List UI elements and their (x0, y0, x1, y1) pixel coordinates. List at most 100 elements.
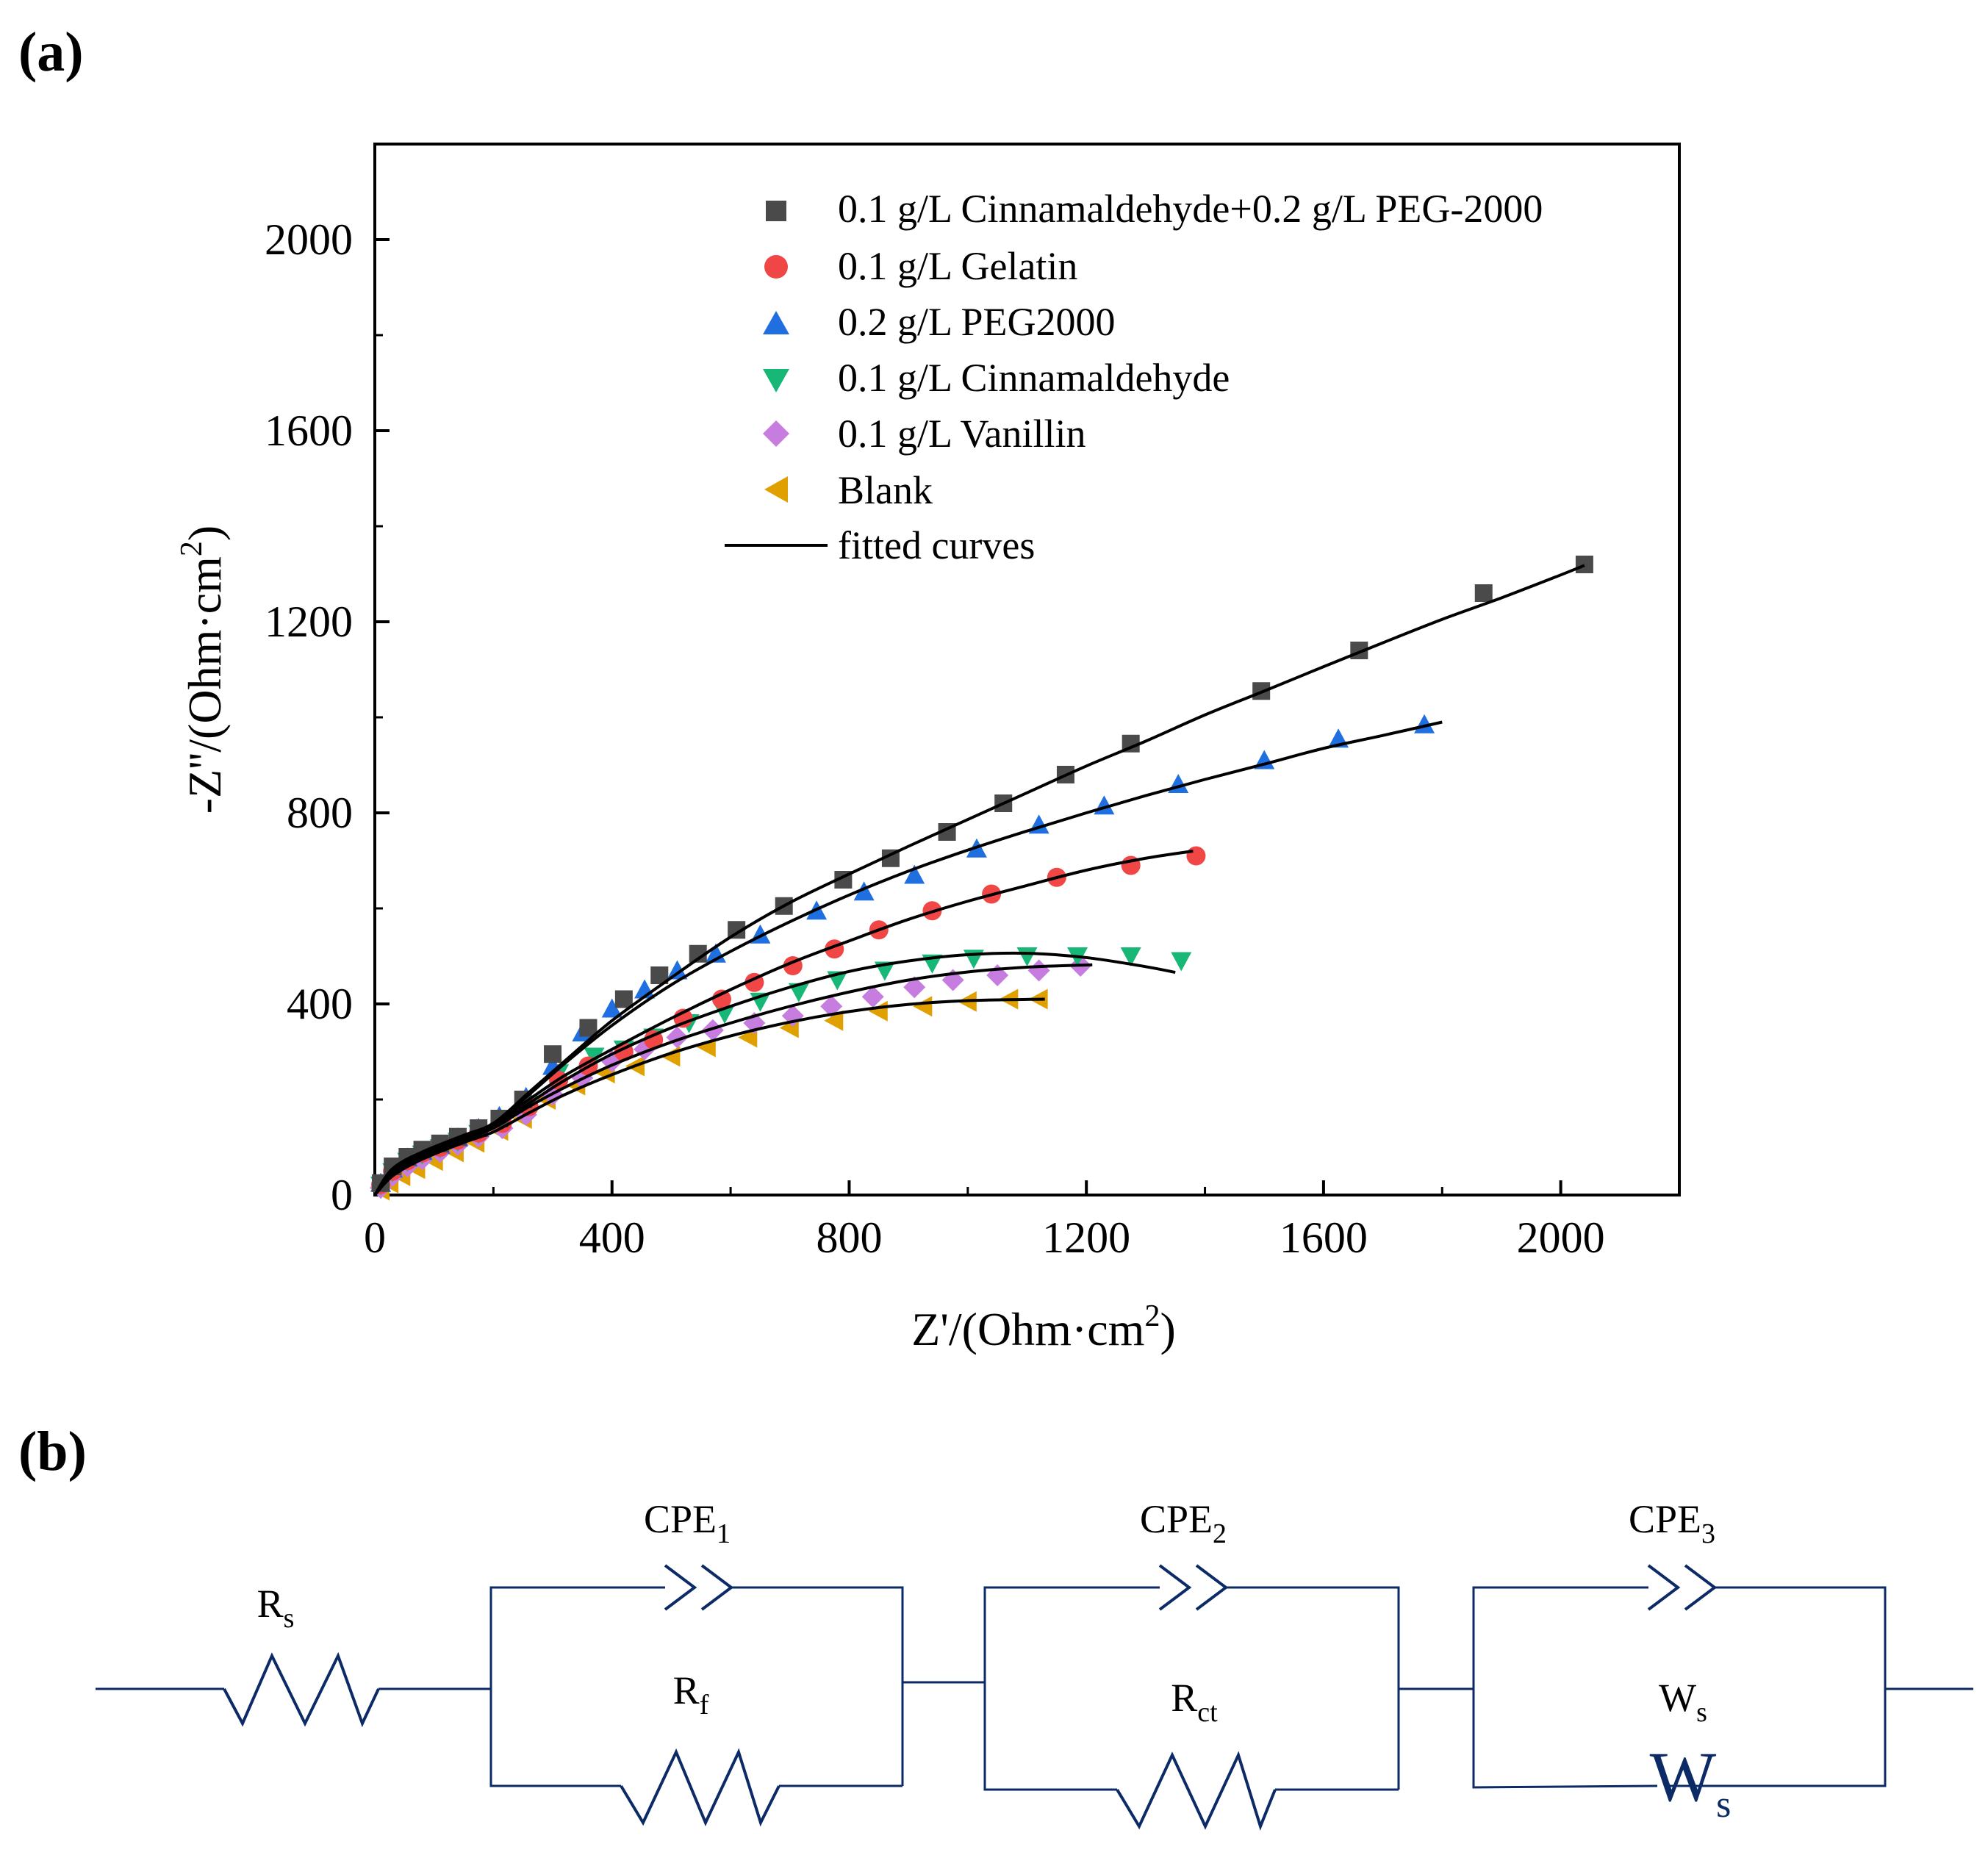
legend-item-0: 0.1 g/L Cinnamaldehyde+0.2 g/L PEG-2000 (766, 187, 1543, 231)
cpe1-symbol (664, 1564, 697, 1611)
x-tick-label: 2000 (1517, 1213, 1605, 1262)
legend-label-fit: fitted curves (838, 523, 1035, 567)
legend: 0.1 g/L Cinnamaldehyde+0.2 g/L PEG-2000 … (725, 187, 1543, 567)
fit-curve-3 (373, 951, 1176, 1196)
label-cpe2: CPE2 (1140, 1497, 1227, 1549)
fitted-curves (373, 564, 1585, 1196)
fit-curve-2 (373, 720, 1443, 1196)
series-4-point (701, 1019, 724, 1041)
series-3-point (1016, 947, 1038, 966)
label-cpe3: CPE3 (1629, 1497, 1715, 1549)
resistor-rf (620, 1748, 781, 1827)
x-tick-label: 0 (364, 1213, 386, 1262)
series-4-point (903, 976, 926, 999)
y-tick-label: 800 (287, 789, 353, 837)
series-2-point (904, 864, 925, 884)
circuit-labels: Rs CPE1 Rf CPE2 Rct CPE3 Ws Ws (257, 1497, 1732, 1826)
legend-item-fit: fitted curves (725, 523, 1035, 567)
label-cpe1: CPE1 (644, 1497, 731, 1549)
legend-marker-circle (764, 255, 788, 279)
legend-marker-triangle-left (764, 476, 788, 503)
legend-label-4: 0.1 g/L Vanillin (838, 412, 1086, 456)
legend-marker-square (766, 201, 786, 221)
legend-marker-triangle-up (763, 311, 789, 334)
x-tick-label: 800 (816, 1213, 882, 1262)
legend-item-3: 0.1 g/L Cinnamaldehyde (763, 356, 1230, 400)
cpe2-symbol-2 (1195, 1564, 1229, 1611)
series-2-point (667, 960, 688, 980)
block1-top-wire-right (731, 1586, 904, 1786)
series-0-point (1575, 556, 1593, 573)
x-axis: 0 400 800 1200 1600 2000 (364, 1180, 1605, 1262)
series-1-point (1186, 846, 1206, 866)
panel-a-label: (a) (18, 21, 84, 83)
cpe3-symbol (1647, 1564, 1681, 1611)
cpe3-symbol-2 (1684, 1564, 1718, 1611)
series-4-point (861, 986, 884, 1008)
series-3-point (788, 983, 809, 1002)
resistor-rct (1116, 1751, 1277, 1831)
legend-marker-diamond (763, 420, 789, 447)
series-3-point (584, 1047, 605, 1067)
block3-top-wire-right (1665, 1586, 1887, 1787)
label-rct: Rct (1171, 1676, 1218, 1728)
y-tick-label: 1600 (265, 406, 353, 455)
y-tick-label: 400 (287, 980, 353, 1028)
series-2-point (601, 998, 622, 1018)
fit-curve-4 (373, 963, 1093, 1196)
cpe1-symbol-2 (700, 1564, 734, 1611)
y-tick-label: 1200 (265, 598, 353, 646)
label-ws: Ws (1659, 1676, 1707, 1728)
x-tick-label: 1200 (1042, 1213, 1130, 1262)
legend-label-1: 0.1 g/L Gelatin (838, 244, 1077, 288)
fit-curve-1 (373, 850, 1194, 1196)
series-0-point (544, 1045, 562, 1063)
block3-top-wire-left (1472, 1586, 1648, 1689)
legend-item-5: Blank (764, 468, 933, 512)
warburg-symbol: Ws (1650, 1737, 1732, 1826)
y-axis-title: -Z''/(Ohm·cm2) (175, 525, 231, 814)
block2-top-wire-right (1226, 1586, 1400, 1790)
resistor-rs (223, 1651, 380, 1728)
block1-top-wire-left (489, 1586, 665, 1689)
legend-label-3: 0.1 g/L Cinnamaldehyde (838, 356, 1230, 400)
legend-item-2: 0.2 g/L PEG2000 (763, 300, 1116, 344)
legend-label-2: 0.2 g/L PEG2000 (838, 300, 1116, 344)
series-5-point (824, 1010, 844, 1031)
block3-bottom-wire-left (1472, 1689, 1658, 1789)
cpe2-symbol (1158, 1564, 1192, 1611)
series-4-point (820, 995, 843, 1018)
legend-marker-triangle-down (763, 369, 789, 392)
legend-item-1: 0.1 g/L Gelatin (764, 244, 1077, 288)
data-markers (370, 556, 1593, 1201)
label-rf: Rf (673, 1668, 709, 1721)
y-tick-label: 2000 (265, 215, 353, 264)
series-5-point (738, 1027, 758, 1048)
x-tick-label: 400 (579, 1213, 645, 1262)
legend-item-4: 0.1 g/L Vanillin (763, 412, 1086, 456)
x-tick-label: 1600 (1280, 1213, 1368, 1262)
plot-frame (373, 143, 1681, 1196)
series-2-point (853, 881, 875, 901)
block1-bottom-wire-left (489, 1689, 621, 1787)
y-axis: 0 400 800 1200 1600 2000 (265, 215, 390, 1219)
series-3-point (1120, 947, 1141, 966)
series-5-point (913, 996, 933, 1017)
series-4-point (1027, 959, 1050, 982)
x-axis-title: Z'/(Ohm·cm2) (911, 1299, 1176, 1355)
legend-label-0: 0.1 g/L Cinnamaldehyde+0.2 g/L PEG-2000 (838, 187, 1543, 231)
series-0-point (614, 990, 633, 1008)
series-3-point (1171, 952, 1192, 972)
series-1-point (644, 1030, 664, 1050)
panel-b-label: (b) (18, 1421, 87, 1482)
legend-label-5: Blank (838, 468, 933, 512)
label-rs: Rs (257, 1582, 295, 1634)
fit-curve-5 (373, 997, 1045, 1196)
block2-bottom-wire-left (983, 1682, 1117, 1791)
series-0-point (1474, 584, 1493, 602)
y-tick-label: 0 (331, 1171, 353, 1219)
equivalent-circuit (96, 1564, 1973, 1831)
block2-top-wire-left (983, 1586, 1160, 1682)
